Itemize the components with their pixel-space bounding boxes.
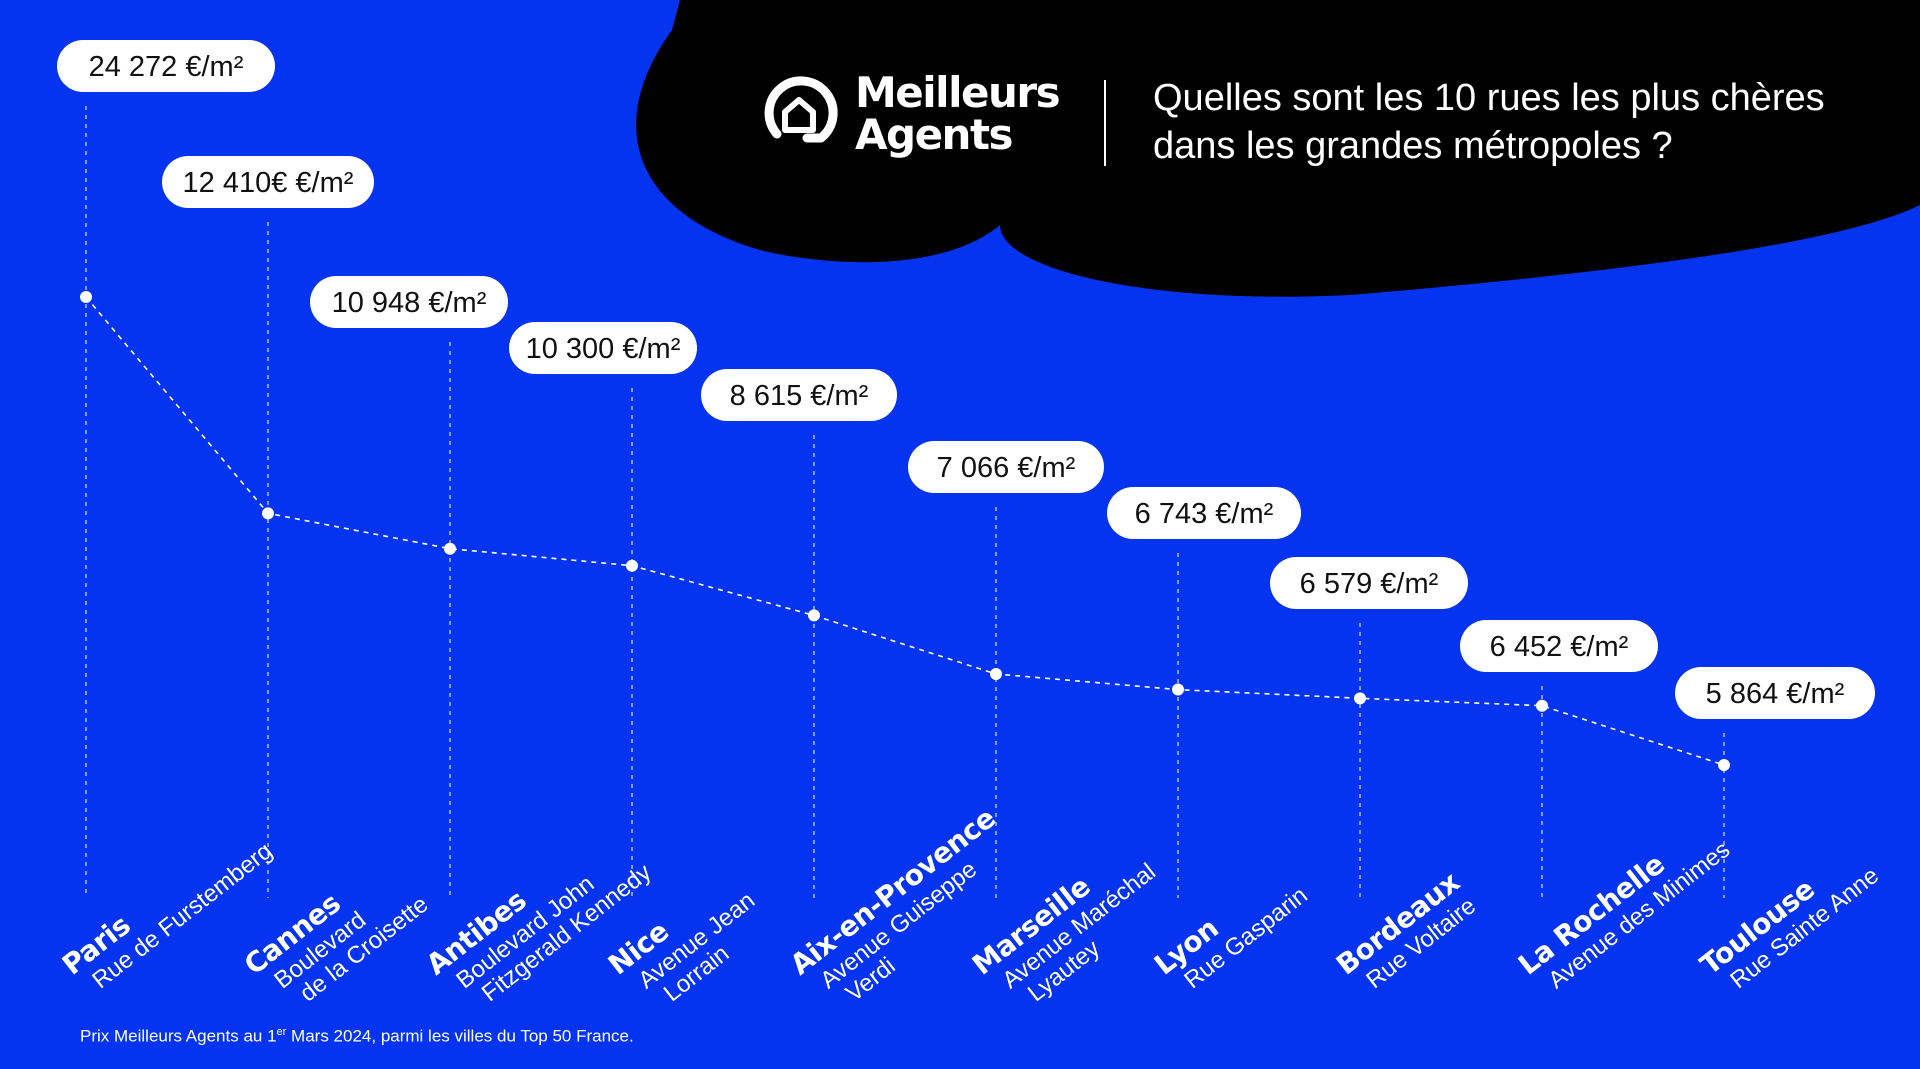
data-point-toulouse bbox=[1718, 759, 1730, 771]
value-pill-3: 10 300 €/m² bbox=[509, 322, 697, 374]
footnote-sup: er bbox=[276, 1026, 287, 1038]
value-pill-bg bbox=[1270, 557, 1468, 609]
footnote: Prix Meilleurs Agents au 1er Mars 2024, … bbox=[80, 1026, 634, 1047]
value-pill-bg bbox=[1675, 667, 1875, 719]
value-pill-9: 5 864 €/m² bbox=[1675, 667, 1875, 719]
price-trend-line bbox=[85, 296, 1725, 766]
value-pill-bg bbox=[1460, 620, 1658, 672]
house-logo-icon bbox=[764, 76, 838, 143]
data-point-la-rochelle bbox=[1536, 699, 1548, 712]
value-pill-bg bbox=[509, 322, 697, 374]
value-label: 7 066 €/m² bbox=[937, 452, 1076, 484]
value-pill-4: 8 615 €/m² bbox=[701, 369, 897, 421]
value-pill-8: 6 452 €/m² bbox=[1460, 620, 1658, 672]
data-point-cannes bbox=[262, 507, 274, 520]
value-label: 6 452 €/m² bbox=[1490, 631, 1629, 663]
value-pill-bg bbox=[310, 276, 508, 328]
data-point-bordeaux bbox=[1354, 692, 1366, 705]
data-point-nice bbox=[626, 559, 638, 572]
brand-name: Meilleurs Agents bbox=[855, 68, 1061, 159]
value-label: 8 615 €/m² bbox=[730, 380, 869, 412]
value-pill-6: 6 743 €/m² bbox=[1107, 487, 1301, 539]
value-label: 24 272 €/m² bbox=[89, 51, 244, 83]
headline: Quelles sont les 10 rues les plus chères… bbox=[1153, 74, 1913, 170]
header-divider bbox=[1104, 80, 1106, 166]
value-pill-0: 24 272 €/m² bbox=[57, 40, 275, 92]
data-point-antibes bbox=[444, 542, 456, 555]
data-point-lyon bbox=[1172, 683, 1184, 696]
value-label: 5 864 €/m² bbox=[1706, 678, 1845, 710]
value-pill-1: 12 410€ €/m² bbox=[162, 156, 374, 208]
brand-name-line1: Meilleurs bbox=[855, 68, 1061, 117]
brand-logo: Meilleurs Agents bbox=[757, 68, 1061, 159]
footnote-text: Prix Meilleurs Agents au 1 bbox=[80, 1026, 277, 1046]
value-label: 10 948 €/m² bbox=[332, 287, 487, 319]
value-pill-bg bbox=[162, 156, 374, 208]
value-pill-bg bbox=[1107, 487, 1301, 539]
value-label: 12 410€ €/m² bbox=[183, 167, 354, 199]
value-pill-bg bbox=[701, 369, 897, 421]
data-point-marseille bbox=[990, 667, 1002, 680]
value-label: 6 743 €/m² bbox=[1135, 498, 1274, 530]
headline-line2: dans les grandes métropoles ? bbox=[1153, 125, 1673, 167]
value-pill-bg bbox=[908, 441, 1104, 493]
headline-line1: Quelles sont les 10 rues les plus chères bbox=[1153, 77, 1825, 119]
value-pill-5: 7 066 €/m² bbox=[908, 441, 1104, 493]
value-pill-2: 10 948 €/m² bbox=[310, 276, 508, 328]
value-label: 10 300 €/m² bbox=[526, 333, 681, 365]
data-point-aix-en-provence bbox=[808, 609, 820, 622]
brand-name-line2: Agents bbox=[855, 110, 1014, 159]
data-point-paris bbox=[80, 291, 92, 303]
footnote-text-end: Mars 2024, parmi les villes du Top 50 Fr… bbox=[286, 1026, 634, 1046]
value-pill-7: 6 579 €/m² bbox=[1270, 557, 1468, 609]
value-label: 6 579 €/m² bbox=[1300, 568, 1439, 600]
value-pill-bg bbox=[57, 40, 275, 92]
